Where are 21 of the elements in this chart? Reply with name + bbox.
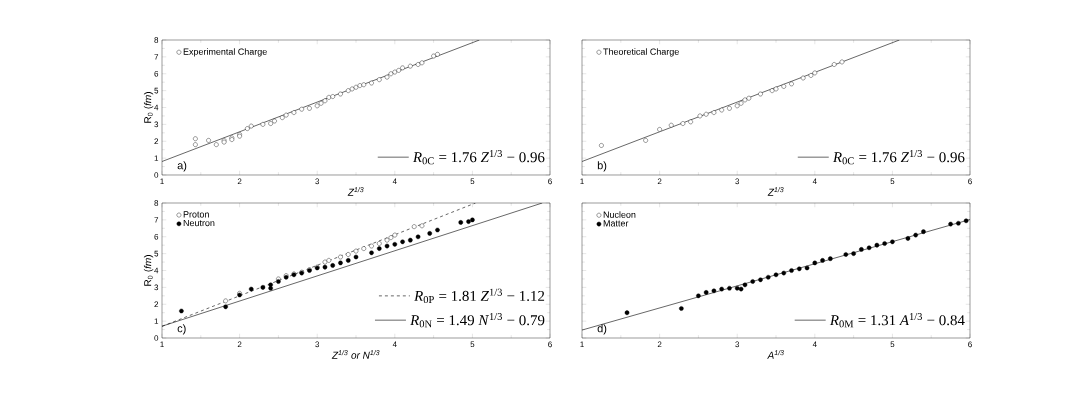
annotation: a)	[177, 161, 187, 172]
y-axis-title: R$_{0}$ (fm)	[143, 92, 154, 123]
x-axis-title: Z$^{1/3}$	[767, 187, 784, 196]
annotation: d)	[597, 324, 607, 335]
y-axis-title: R$_{0}$ (fm)	[143, 255, 154, 286]
legend-label: Matter	[603, 220, 629, 227]
annotation: b)	[597, 161, 607, 172]
legend-label: R$_{0N}$ = 1.49 N$^{1/3}$ − 0.79	[410, 312, 545, 328]
legend-label: Proton	[183, 211, 209, 218]
legend-label: R$_{0P}$ = 1.81 Z$^{1/3}$ − 1.12	[414, 288, 545, 304]
x-axis-title: A$^{1/3}$	[767, 350, 784, 359]
legend-label: Neutron	[183, 219, 215, 227]
annotation: c)	[177, 324, 186, 335]
legend-label: R$_{0M}$ = 1.31 A$^{1/3}$ − 0.84	[829, 312, 965, 328]
legend-label: R$_{0C}$ = 1.76 Z$^{1/3}$ − 0.96	[412, 149, 545, 165]
legend-label: Experimental Charge	[183, 48, 267, 57]
legend-label: R$_{0C}$ = 1.76 Z$^{1/3}$ − 0.96	[832, 149, 965, 165]
x-axis-title: Z$^{1/3}$ or N$^{1/3}$	[331, 350, 380, 359]
x-axis-title: Z$^{1/3}$	[347, 187, 364, 196]
legend-label: Theoretical Charge	[603, 48, 679, 57]
legend-label: Nucleon	[603, 211, 636, 218]
